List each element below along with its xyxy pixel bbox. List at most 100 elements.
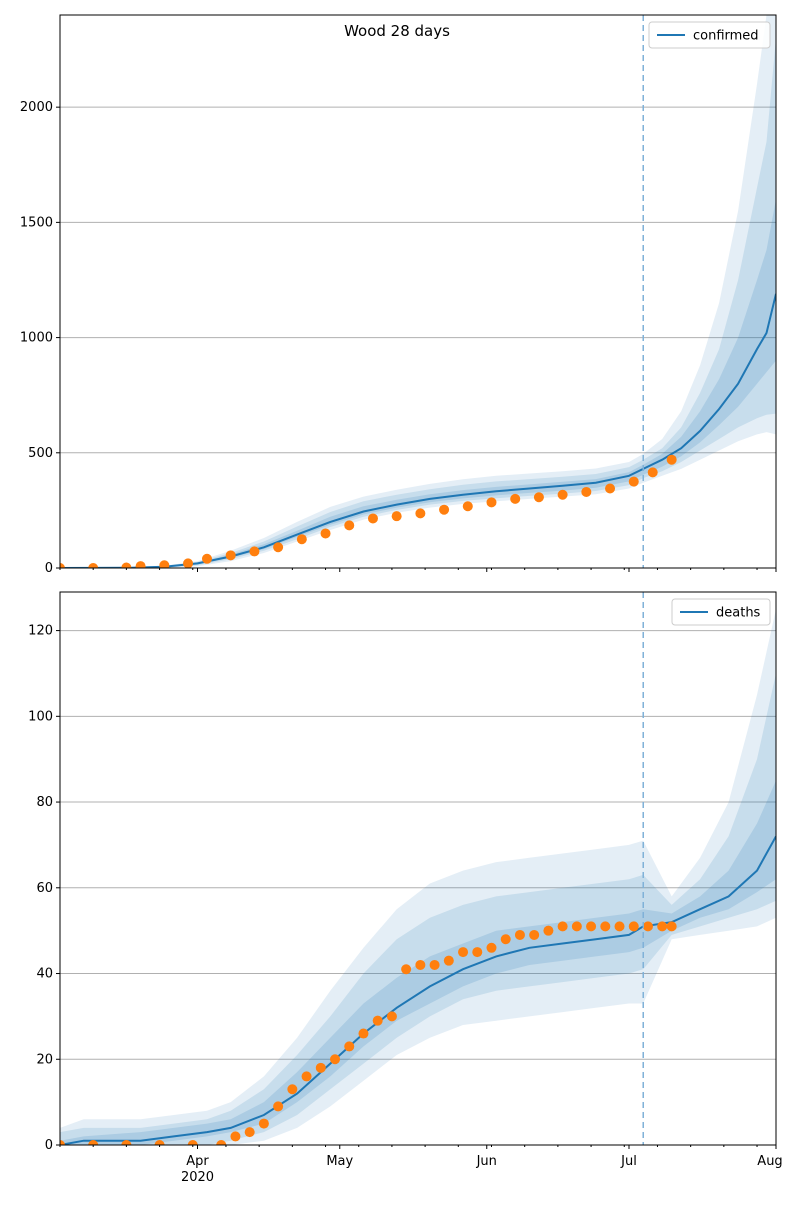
y-tick-label: 80	[36, 795, 53, 810]
observed-point	[273, 542, 284, 553]
observed-point	[187, 1140, 198, 1145]
observed-point	[514, 929, 525, 940]
observed-point	[458, 947, 469, 958]
observed-point	[258, 1118, 269, 1129]
observed-point	[249, 546, 260, 557]
observed-point	[571, 921, 582, 932]
observed-point	[201, 553, 212, 564]
observed-point	[315, 1062, 326, 1073]
legend: confirmed	[648, 21, 771, 49]
observed-point	[60, 563, 65, 568]
y-tick-label: 60	[36, 881, 53, 896]
observed-point	[367, 513, 378, 524]
axes-frame	[59, 14, 777, 569]
legend: deaths	[671, 598, 771, 626]
observed-point	[581, 486, 592, 497]
chart-panel-0: 0 500 1000 1500 2000 Wood 28 days confirmed	[20, 14, 777, 576]
plot-area	[60, 15, 776, 568]
observed-point	[88, 563, 99, 568]
observed-point	[386, 1011, 397, 1022]
y-tick-label: 20	[36, 1052, 53, 1067]
observed-point	[301, 1071, 312, 1082]
observed-point	[358, 1028, 369, 1039]
observed-point	[372, 1015, 383, 1026]
observed-point	[486, 942, 497, 953]
observed-point	[600, 921, 611, 932]
observed-point	[642, 921, 653, 932]
axes-frame	[59, 591, 777, 1146]
confidence-band-1	[60, 15, 776, 568]
legend-box	[671, 598, 771, 626]
y-tick-label: 0	[45, 561, 53, 576]
observed-point	[230, 1131, 241, 1142]
y-tick-label: 1500	[20, 215, 53, 230]
observed-point	[88, 1140, 99, 1145]
observed-point	[415, 508, 426, 519]
observed-point	[462, 501, 473, 512]
observed-point	[486, 497, 497, 508]
confidence-band-2	[60, 673, 776, 1145]
observed-point	[510, 493, 521, 504]
observed-point	[121, 1140, 132, 1145]
x-tick-label: Aug	[757, 1154, 782, 1169]
observed-point	[344, 1041, 355, 1052]
observed-point	[296, 534, 307, 545]
observed-point	[244, 1127, 255, 1138]
observed-point	[330, 1054, 341, 1065]
plot-area	[60, 609, 776, 1145]
observed-point	[391, 511, 402, 522]
series-line-deaths	[60, 835, 776, 1145]
observed-point	[443, 955, 454, 966]
observed-point	[533, 492, 544, 503]
observed-point	[415, 959, 426, 970]
observed-point	[529, 929, 540, 940]
observed-point	[401, 964, 412, 975]
x-tick-label: May	[326, 1154, 353, 1169]
y-tick-label: 1000	[20, 331, 53, 346]
observed-point	[614, 921, 625, 932]
observed-point	[647, 467, 658, 478]
observed-point	[159, 560, 170, 568]
observed-point	[472, 947, 483, 958]
observed-point	[121, 562, 132, 568]
observed-point	[135, 561, 146, 568]
y-tick-label: 40	[36, 967, 53, 982]
observed-point	[628, 921, 639, 932]
x-tick-label: Jun	[476, 1154, 497, 1169]
observed-point	[439, 504, 450, 515]
observed-point	[344, 520, 355, 531]
observed-point	[557, 921, 568, 932]
legend-label: confirmed	[693, 29, 759, 44]
observed-point	[429, 959, 440, 970]
y-tick-label: 100	[28, 709, 53, 724]
observed-point	[154, 1140, 165, 1145]
x-tick-label: Apr	[186, 1154, 209, 1169]
y-tick-label: 2000	[20, 100, 53, 115]
observed-point	[586, 921, 597, 932]
observed-point	[320, 528, 331, 539]
x-tick-label: Jul	[620, 1154, 637, 1169]
observed-point	[225, 550, 236, 561]
legend-label: deaths	[716, 606, 761, 621]
observed-point	[60, 1140, 65, 1145]
y-tick-label: 0	[45, 1138, 53, 1153]
observed-point	[183, 558, 194, 568]
series-line-confirmed	[60, 293, 776, 568]
observed-point	[216, 1140, 227, 1145]
observed-point	[628, 476, 639, 487]
observed-point	[500, 934, 511, 945]
observed-point	[657, 921, 668, 932]
observed-point	[543, 925, 554, 936]
observed-point	[287, 1084, 298, 1095]
observed-point	[666, 454, 677, 465]
observed-point	[605, 483, 616, 494]
chart-title: Wood 28 days	[344, 22, 450, 40]
y-tick-label: 120	[28, 624, 53, 639]
observed-point	[557, 489, 568, 500]
observed-point	[666, 921, 677, 932]
legend-box	[648, 21, 771, 49]
x-tick-label: 2020	[181, 1170, 214, 1185]
